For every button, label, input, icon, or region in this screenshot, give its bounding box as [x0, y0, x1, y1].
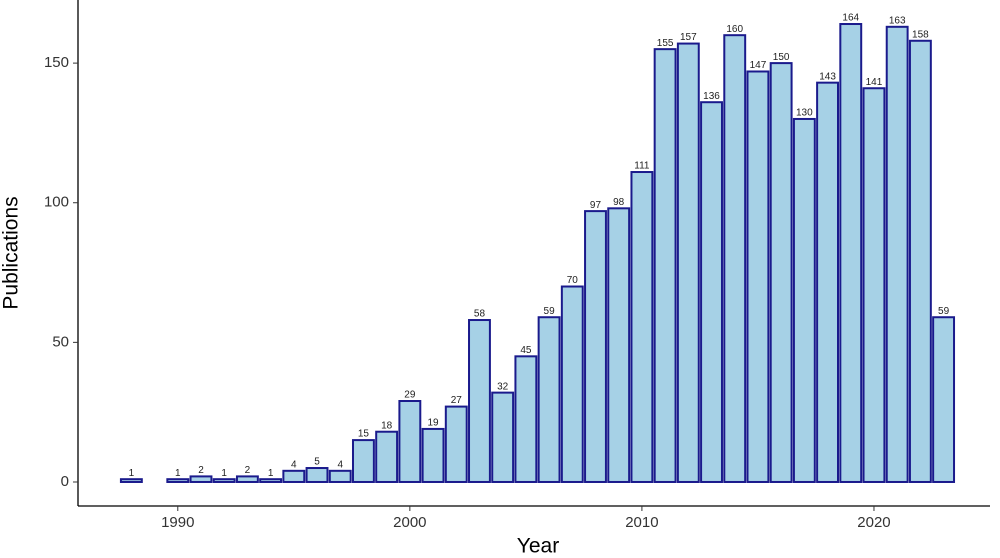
x-tick-label: 1990 — [161, 514, 194, 531]
bar — [630, 171, 654, 483]
bar — [839, 23, 863, 483]
value-label: 150 — [773, 52, 790, 63]
bar — [305, 467, 329, 483]
bar — [235, 475, 259, 483]
value-label: 4 — [291, 459, 297, 470]
x-tick-label: 2010 — [625, 514, 658, 531]
y-axis-title: Publications — [0, 196, 23, 309]
y-tick-label: 50 — [52, 333, 69, 350]
value-label: 2 — [198, 465, 204, 476]
bar — [421, 427, 445, 483]
value-label: 2 — [245, 465, 251, 476]
value-label: 1 — [129, 468, 135, 479]
bar — [746, 70, 770, 483]
bar — [468, 319, 491, 483]
value-label: 1 — [175, 468, 181, 479]
bar — [653, 48, 677, 483]
y-tick-label: 150 — [44, 54, 69, 71]
value-label: 158 — [912, 29, 929, 40]
value-label: 19 — [427, 418, 439, 429]
bar — [792, 117, 816, 483]
value-label: 27 — [451, 395, 463, 406]
value-label: 155 — [657, 38, 674, 49]
bar — [351, 439, 375, 483]
value-label: 70 — [567, 275, 579, 286]
value-label: 1 — [221, 468, 227, 479]
bar — [862, 87, 886, 483]
value-label: 97 — [590, 200, 602, 211]
value-label: 164 — [842, 13, 859, 24]
x-tick-label: 2020 — [857, 514, 890, 531]
value-label: 163 — [889, 15, 906, 26]
bar — [398, 400, 422, 483]
value-label: 111 — [634, 161, 650, 172]
bar — [328, 469, 352, 483]
value-label: 59 — [938, 306, 950, 317]
y-tick-label: 100 — [44, 194, 69, 211]
value-label: 98 — [613, 197, 625, 208]
bar — [885, 25, 909, 483]
bar — [212, 478, 236, 483]
value-label: 18 — [381, 420, 393, 431]
value-label: 143 — [819, 71, 836, 82]
value-label: 5 — [314, 457, 320, 468]
value-label: 4 — [337, 459, 343, 470]
bar — [560, 285, 584, 483]
x-tick-label: 2000 — [393, 514, 426, 531]
value-label: 29 — [404, 390, 416, 401]
bar — [723, 34, 747, 483]
value-label: 59 — [544, 306, 556, 317]
bar — [491, 391, 515, 483]
bar — [375, 430, 399, 483]
bar — [908, 39, 932, 483]
bar — [282, 469, 306, 483]
value-label: 130 — [796, 108, 813, 119]
bar — [166, 478, 190, 483]
bar — [444, 405, 468, 483]
value-label: 157 — [680, 32, 697, 43]
bar — [607, 207, 631, 483]
bar — [514, 355, 538, 483]
value-label: 141 — [866, 77, 883, 88]
bar — [676, 42, 700, 483]
y-tick-label: 0 — [61, 473, 69, 490]
bar — [189, 475, 213, 483]
bar — [700, 101, 723, 483]
value-label: 1 — [268, 468, 274, 479]
bar — [584, 210, 607, 483]
value-label: 45 — [520, 345, 532, 356]
bar — [769, 62, 793, 483]
bar — [816, 81, 839, 483]
x-axis-title: Year — [517, 535, 559, 558]
value-label: 58 — [474, 309, 486, 320]
value-label: 15 — [358, 429, 370, 440]
value-label: 32 — [497, 381, 509, 392]
bar — [537, 316, 561, 483]
bar — [932, 316, 956, 483]
value-label: 136 — [703, 91, 720, 102]
bar — [259, 478, 283, 483]
value-label: 160 — [726, 24, 743, 35]
bar — [119, 478, 143, 483]
value-label: 147 — [750, 60, 767, 71]
